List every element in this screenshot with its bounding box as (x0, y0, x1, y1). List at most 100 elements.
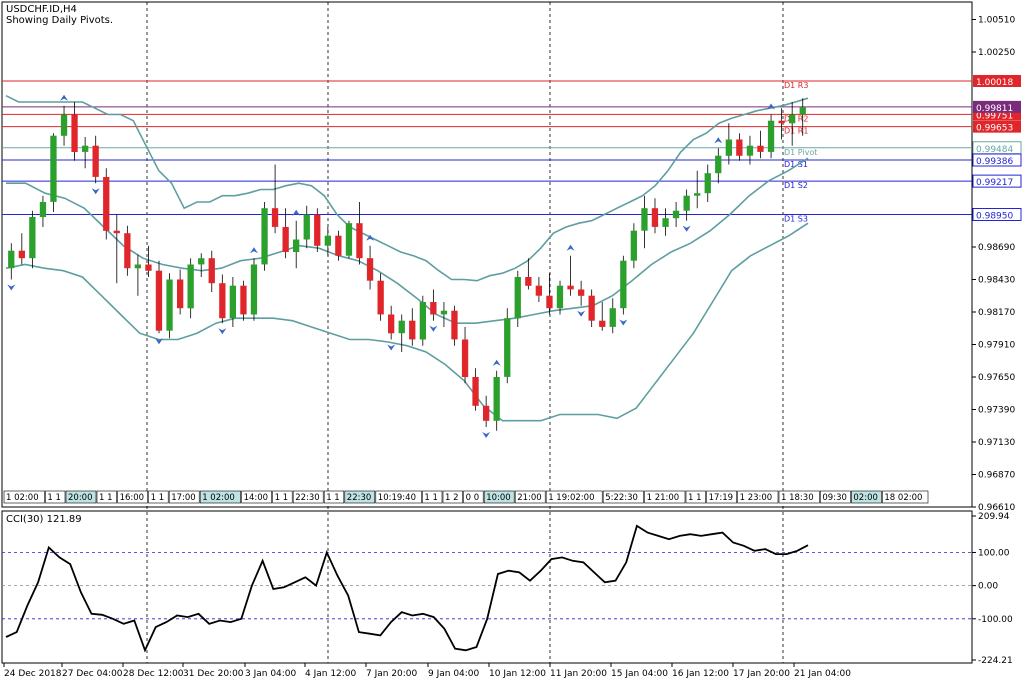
bullish-candle (82, 137, 89, 169)
time-marker-box (545, 490, 603, 504)
pivot-line-label: D1 Pivot (784, 148, 817, 157)
time-marker-box (168, 490, 200, 504)
bearish-candle (71, 102, 78, 161)
time-axis-label: 11 Jan 20:00 (550, 669, 607, 679)
candle-body (778, 120, 785, 124)
time-marker-box (344, 490, 376, 504)
bullish-candle (662, 208, 669, 236)
pivot-price-tag-text: 0.99386 (976, 157, 1013, 167)
fractal-up-arrow (714, 137, 723, 144)
time-marker-box (96, 490, 117, 504)
current-price-tag-text: 0.99811 (976, 104, 1013, 114)
time-axis-label: 28 Dec 12:00 (123, 669, 184, 679)
bullish-candle (29, 210, 36, 269)
bollinger-bands (5, 94, 809, 422)
bullish-candle (715, 148, 722, 184)
cci-tick-label: -100.00 (978, 615, 1013, 625)
candle-body (620, 260, 627, 309)
fractal-up-arrow (292, 209, 301, 216)
bullish-candle (493, 370, 500, 431)
time-marker-box (375, 490, 422, 504)
pivot-price-tag-text: 0.99484 (976, 145, 1013, 155)
bullish-candle (704, 164, 711, 202)
candle-body (8, 250, 15, 269)
time-marker-box (602, 490, 644, 504)
time-marker-box (442, 490, 463, 504)
pivot-line-label: D1 S1 (784, 160, 808, 169)
time-marker-box (685, 490, 706, 504)
time-marker-box (292, 490, 324, 504)
fractal-markers (7, 94, 776, 438)
bullish-candle (683, 189, 690, 221)
pivot-price-tag (973, 120, 1021, 133)
candle-body (50, 135, 57, 202)
candle-body (419, 302, 426, 340)
time-marker-box (644, 490, 686, 504)
bearish-candle (366, 245, 374, 290)
candle-body (599, 320, 606, 327)
time-marker-box (820, 490, 851, 504)
bullish-candle (166, 273, 173, 339)
time-marker-label: 10:00 (486, 493, 511, 503)
time-marker-box (323, 490, 345, 504)
time-marker-box (272, 490, 293, 504)
candle-body (345, 223, 353, 256)
bearish-candle (103, 168, 110, 240)
candle-body (672, 210, 680, 219)
bearish-candle (461, 327, 469, 384)
time-marker-label: 1 2 (445, 493, 459, 503)
cci-axis: 209.94 100.00 0.00 -100.00 -224.21 (972, 512, 1013, 666)
bearish-candle (588, 289, 595, 327)
time-marker-label: 1 18:30 (781, 493, 814, 503)
time-marker-label: 1 19:02:00 (548, 493, 594, 503)
candle-body (60, 114, 68, 136)
bullish-candle (198, 253, 205, 277)
bearish-candle (483, 395, 490, 427)
time-axis-label: 21 Jan 04:00 (794, 669, 851, 679)
bullish-candle (799, 98, 806, 136)
bullish-candle (134, 254, 141, 296)
bullish-candle (324, 227, 331, 256)
candle-body (82, 145, 89, 152)
bearish-candle (18, 233, 25, 265)
candle-body (578, 289, 585, 296)
candle-body (134, 264, 141, 269)
cci-tick-label: 100.00 (978, 548, 1010, 558)
time-marker-box (45, 490, 66, 504)
bullish-candle (419, 295, 426, 346)
candle-body (630, 230, 637, 261)
candle-body (641, 208, 648, 231)
time-marker-label: 10:19:40 (378, 493, 416, 503)
candle-body (556, 285, 564, 309)
candle-body (461, 339, 469, 377)
candle-body (166, 279, 173, 331)
fractal-down-arrow (155, 338, 164, 345)
bullish-candle (514, 270, 521, 327)
bullish-candle (620, 255, 627, 315)
cci-series-line (5, 524, 809, 653)
fractal-down-arrow (218, 328, 227, 335)
time-marker-label: 17:00 (171, 493, 196, 503)
candle-body (377, 280, 384, 315)
candle-body (504, 318, 511, 377)
bearish-candle (240, 280, 247, 321)
time-axis: 24 Dec 2018 27 Dec 04:00 28 Dec 12:00 31 De… (3, 663, 851, 679)
candle-body (324, 235, 331, 246)
candle-body (303, 214, 310, 240)
candle-body (103, 177, 110, 231)
time-marker-label: 1 1 (275, 493, 289, 503)
pivot-line-label: D1 S3 (784, 215, 808, 224)
fractal-up-arrow (492, 359, 501, 366)
candle-body (271, 208, 279, 227)
cci-tick-label: 0.00 (978, 582, 998, 592)
time-marker-label: 20:00 (68, 493, 93, 503)
time-marker-label: 1 23:00 (740, 493, 773, 503)
candle-body (746, 145, 754, 156)
bullish-candle (609, 298, 616, 334)
fractal-down-arrow (387, 344, 396, 351)
fractal-down-arrow (682, 225, 691, 232)
candle-body (335, 235, 342, 256)
pivot-price-tag (972, 174, 1022, 188)
time-marker-label: 17:19 (709, 493, 734, 503)
